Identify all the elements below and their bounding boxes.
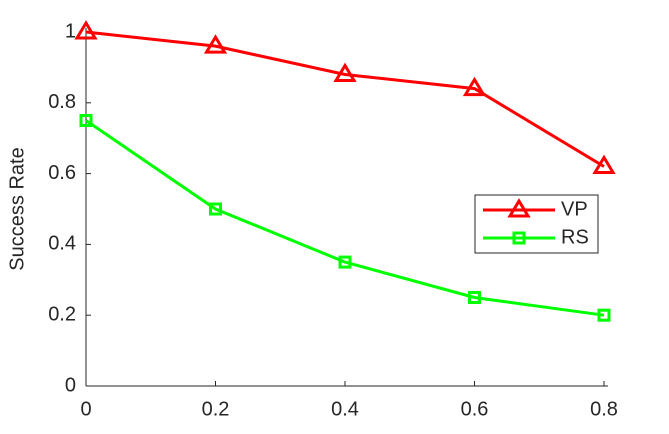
legend-box	[474, 194, 599, 254]
marker	[468, 291, 481, 304]
marker	[333, 62, 357, 82]
x-tick-label: 0.6	[461, 398, 489, 420]
y-tick-label: 0.4	[48, 233, 76, 255]
y-tick-label: 0.2	[48, 303, 76, 325]
marker	[74, 20, 98, 40]
legend-marker	[512, 231, 526, 245]
marker	[203, 34, 228, 54]
legend-marker	[507, 198, 531, 218]
y-tick-label: 1	[65, 20, 76, 42]
legend-label: RS	[561, 226, 589, 248]
y-axis-label: Success Rate	[6, 147, 28, 270]
marker	[79, 114, 93, 127]
y-tick-label: 0.8	[48, 91, 76, 113]
x-tick-label: 0.4	[331, 398, 359, 420]
marker	[209, 202, 222, 216]
x-tick-label: 0.2	[202, 398, 230, 420]
x-tick-label: 0.8	[590, 398, 618, 420]
marker	[462, 76, 487, 97]
series-line	[85, 119, 605, 317]
y-tick-label: 0	[65, 374, 76, 396]
series-line	[85, 30, 605, 168]
marker	[338, 255, 352, 269]
y-tick-label: 0.6	[48, 162, 76, 184]
marker	[597, 308, 611, 322]
legend-label: VP	[561, 198, 588, 220]
marker	[592, 154, 616, 175]
x-tick-label: 0	[80, 398, 91, 420]
